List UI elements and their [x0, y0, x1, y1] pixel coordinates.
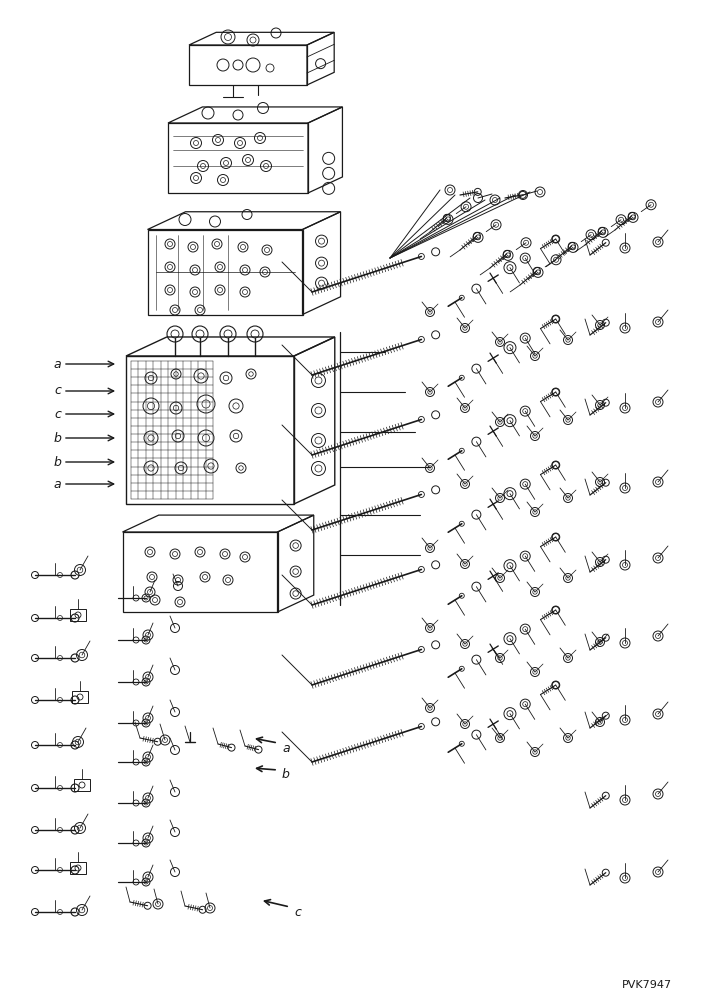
Text: PVK7947: PVK7947	[622, 980, 672, 990]
Text: c: c	[54, 407, 61, 421]
Text: b: b	[53, 456, 61, 469]
Text: a: a	[53, 478, 61, 491]
Text: a: a	[53, 357, 61, 370]
Text: c: c	[294, 905, 301, 918]
Text: c: c	[54, 384, 61, 397]
Text: a: a	[282, 741, 290, 754]
Text: b: b	[53, 432, 61, 445]
Text: b: b	[282, 769, 290, 782]
